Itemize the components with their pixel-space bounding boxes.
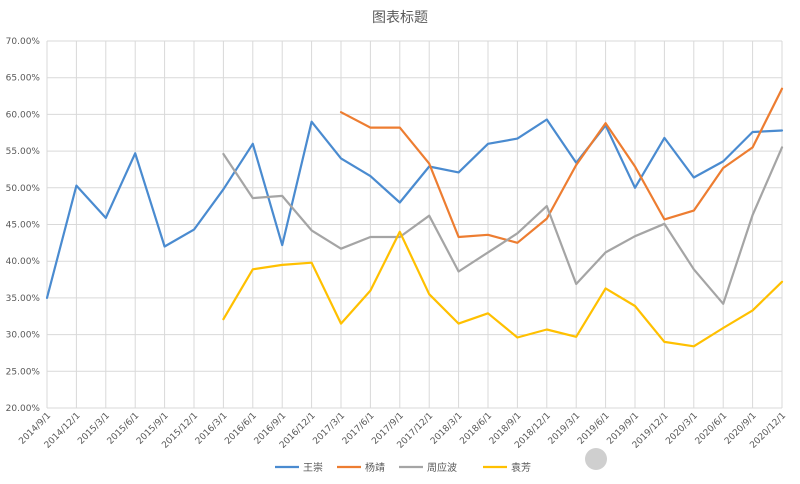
- y-tick-label: 50.00%: [6, 184, 41, 194]
- series-line: [222, 146, 784, 305]
- watermark-logo-icon: [585, 448, 607, 470]
- y-tick-label: 55.00%: [6, 147, 41, 157]
- legend-label: 周应波: [427, 461, 457, 474]
- legend-label: 杨靖: [365, 461, 385, 474]
- y-tick-label: 20.00%: [6, 404, 41, 414]
- y-tick-label: 70.00%: [6, 37, 41, 47]
- watermark-text: 雪球：濛池部护: [614, 448, 754, 472]
- y-tick-label: 65.00%: [6, 74, 41, 84]
- y-tick-label: 60.00%: [6, 110, 41, 120]
- legend-label: 王崇: [303, 462, 323, 474]
- chart-title: 图表标题: [372, 10, 428, 26]
- y-tick-label: 35.00%: [6, 294, 41, 304]
- y-tick-label: 45.00%: [6, 221, 41, 231]
- gridlines: [46, 40, 783, 409]
- legend: 王崇 杨靖 周应波 袁芳: [275, 461, 531, 474]
- series-lines: [45, 87, 784, 348]
- series-line: [222, 230, 784, 348]
- series-line: [339, 87, 784, 244]
- legend-label: 袁芳: [511, 461, 531, 474]
- series-line: [45, 118, 784, 299]
- x-axis-ticks: 2014/9/12014/12/12015/3/12015/6/12015/9/…: [17, 411, 788, 451]
- y-tick-label: 40.00%: [6, 257, 41, 267]
- watermark: 雪球：濛池部护: [585, 448, 754, 472]
- y-tick-label: 30.00%: [6, 331, 41, 341]
- y-tick-label: 25.00%: [6, 367, 41, 377]
- y-axis-ticks: 20.00% 25.00% 30.00% 35.00% 40.00% 45.00% 50.0…: [6, 37, 41, 414]
